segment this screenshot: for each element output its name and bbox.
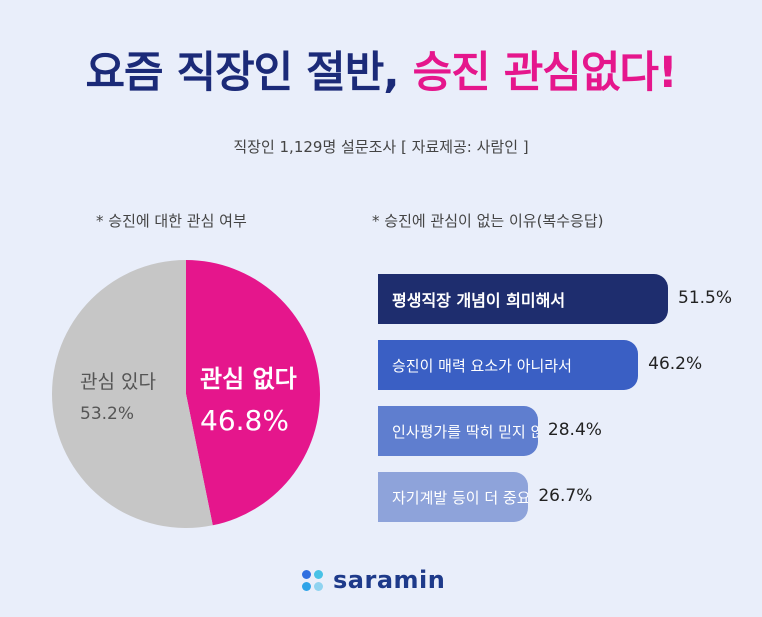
pie-label-interested: 관심 있다 53.2% <box>80 366 156 430</box>
bar-value-label-3: 28.4% <box>547 420 602 440</box>
bar-2: 승진이 매력 요소가 아니라서 <box>378 340 639 390</box>
pie-slice-not-interested <box>186 260 320 526</box>
logo-dot <box>314 569 323 579</box>
bar-value-label-1: 51.5% <box>678 288 733 308</box>
bar-value-label-4: 26.7% <box>538 486 593 506</box>
pie-slice-value-not-interested: 46.8% <box>200 404 289 437</box>
pie-slice-interested <box>52 260 213 528</box>
logo-text: saramin <box>333 566 446 594</box>
title-part-dark: 요즘 직장인 절반, <box>85 48 413 98</box>
title-part-pink: 승진 관심없다! <box>412 48 678 98</box>
pie-label-not-interested: 관심 없다 46.8% <box>200 358 297 442</box>
bar-1: 평생직장 개념이 희미해서 <box>378 274 668 324</box>
bar-3: 인사평가를 딱히 믿지 않아서 <box>378 406 538 456</box>
pie-slice-label-interested: 관심 있다 <box>80 371 156 393</box>
pie-slice-label-not-interested: 관심 없다 <box>200 365 297 393</box>
page-title: 요즘 직장인 절반, 승진 관심없다! <box>0 38 762 100</box>
saramin-dots-icon <box>302 569 323 591</box>
logo-dot <box>302 569 311 579</box>
survey-subtitle: 직장인 1,129명 설문조사 [ 자료제공: 사람인 ] <box>233 138 529 156</box>
logo-dot <box>314 581 323 591</box>
bar-value-label-2: 46.2% <box>648 354 703 374</box>
pie-chart-title: * 승진에 대한 관심 여부 <box>96 212 247 230</box>
logo-dot <box>302 581 311 591</box>
bar-chart-title: * 승진에 관심이 없는 이유(복수응답) <box>372 212 604 230</box>
pie-slice-value-interested: 53.2% <box>80 404 135 424</box>
saramin-logo: saramin <box>302 566 445 594</box>
bar-4: 자기계발 등이 더 중요해서 <box>378 472 529 522</box>
